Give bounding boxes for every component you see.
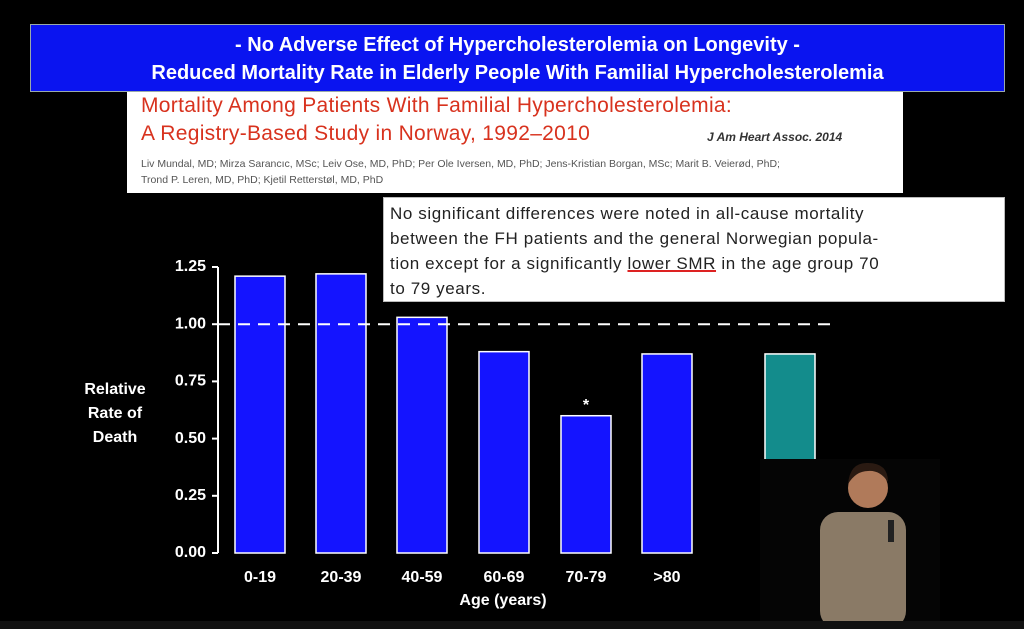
quote-text: tion except for a significantly	[390, 254, 628, 273]
authors: Liv Mundal, MD; Mirza Sarancıc, MSc; Lei…	[141, 158, 780, 170]
y-axis-label: Relative	[84, 381, 145, 398]
bar	[478, 350, 530, 554]
quote-underlined: lower SMR	[627, 254, 717, 273]
microphone	[888, 520, 894, 542]
y-axis-label: Rate of	[88, 405, 143, 422]
x-tick-label: 40-59	[402, 569, 443, 586]
y-tick-label: 1.00	[175, 315, 206, 332]
speaker-video	[760, 459, 940, 629]
x-tick-label: >80	[653, 569, 680, 586]
bar	[315, 273, 367, 554]
bar	[560, 414, 612, 554]
bottom-bar	[0, 621, 1024, 629]
y-tick-label: 1.25	[175, 258, 206, 275]
bar	[234, 275, 286, 554]
journal: J Am Heart Assoc. 2014	[707, 130, 843, 144]
speaker-body	[820, 512, 906, 629]
y-axis-label: Death	[93, 429, 137, 446]
x-tick-label: 20-39	[321, 569, 362, 586]
x-tick-label: 0-19	[244, 569, 276, 586]
bar	[764, 353, 816, 554]
speaker-head	[848, 468, 888, 508]
speaker-hair	[848, 462, 888, 484]
paper-title: Mortality Among Patients With Familial H…	[141, 94, 733, 117]
bar	[641, 353, 693, 554]
y-tick-label: 0.75	[175, 373, 206, 390]
y-tick-label: 0.25	[175, 487, 206, 504]
x-tick-label: 60-69	[484, 569, 525, 586]
quote-line: between the FH patients and the general …	[390, 229, 879, 248]
x-tick-label: 70-79	[566, 569, 607, 586]
paper-title: A Registry-Based Study in Norway, 1992–2…	[141, 122, 591, 145]
paper-clip: Mortality Among Patients With Familial H…	[127, 92, 903, 193]
x-axis-label: Age (years)	[459, 592, 546, 609]
header: - No Adverse Effect of Hypercholesterole…	[30, 24, 1005, 92]
quote-text: in the age group 70	[716, 254, 880, 273]
header-line: - No Adverse Effect of Hypercholesterole…	[235, 34, 800, 56]
annotation: *	[583, 397, 590, 414]
y-tick-label: 0.50	[175, 430, 206, 447]
quote: No significant differences were noted in…	[383, 197, 1005, 302]
bar	[396, 316, 448, 554]
quote-line: to 79 years.	[390, 279, 487, 298]
quote-line: No significant differences were noted in…	[390, 204, 865, 223]
y-tick-label: 0.00	[175, 544, 206, 561]
header-line: Reduced Mortality Rate in Elderly People…	[151, 62, 884, 84]
authors: Trond P. Leren, MD, PhD; Kjetil Retterst…	[141, 174, 384, 186]
